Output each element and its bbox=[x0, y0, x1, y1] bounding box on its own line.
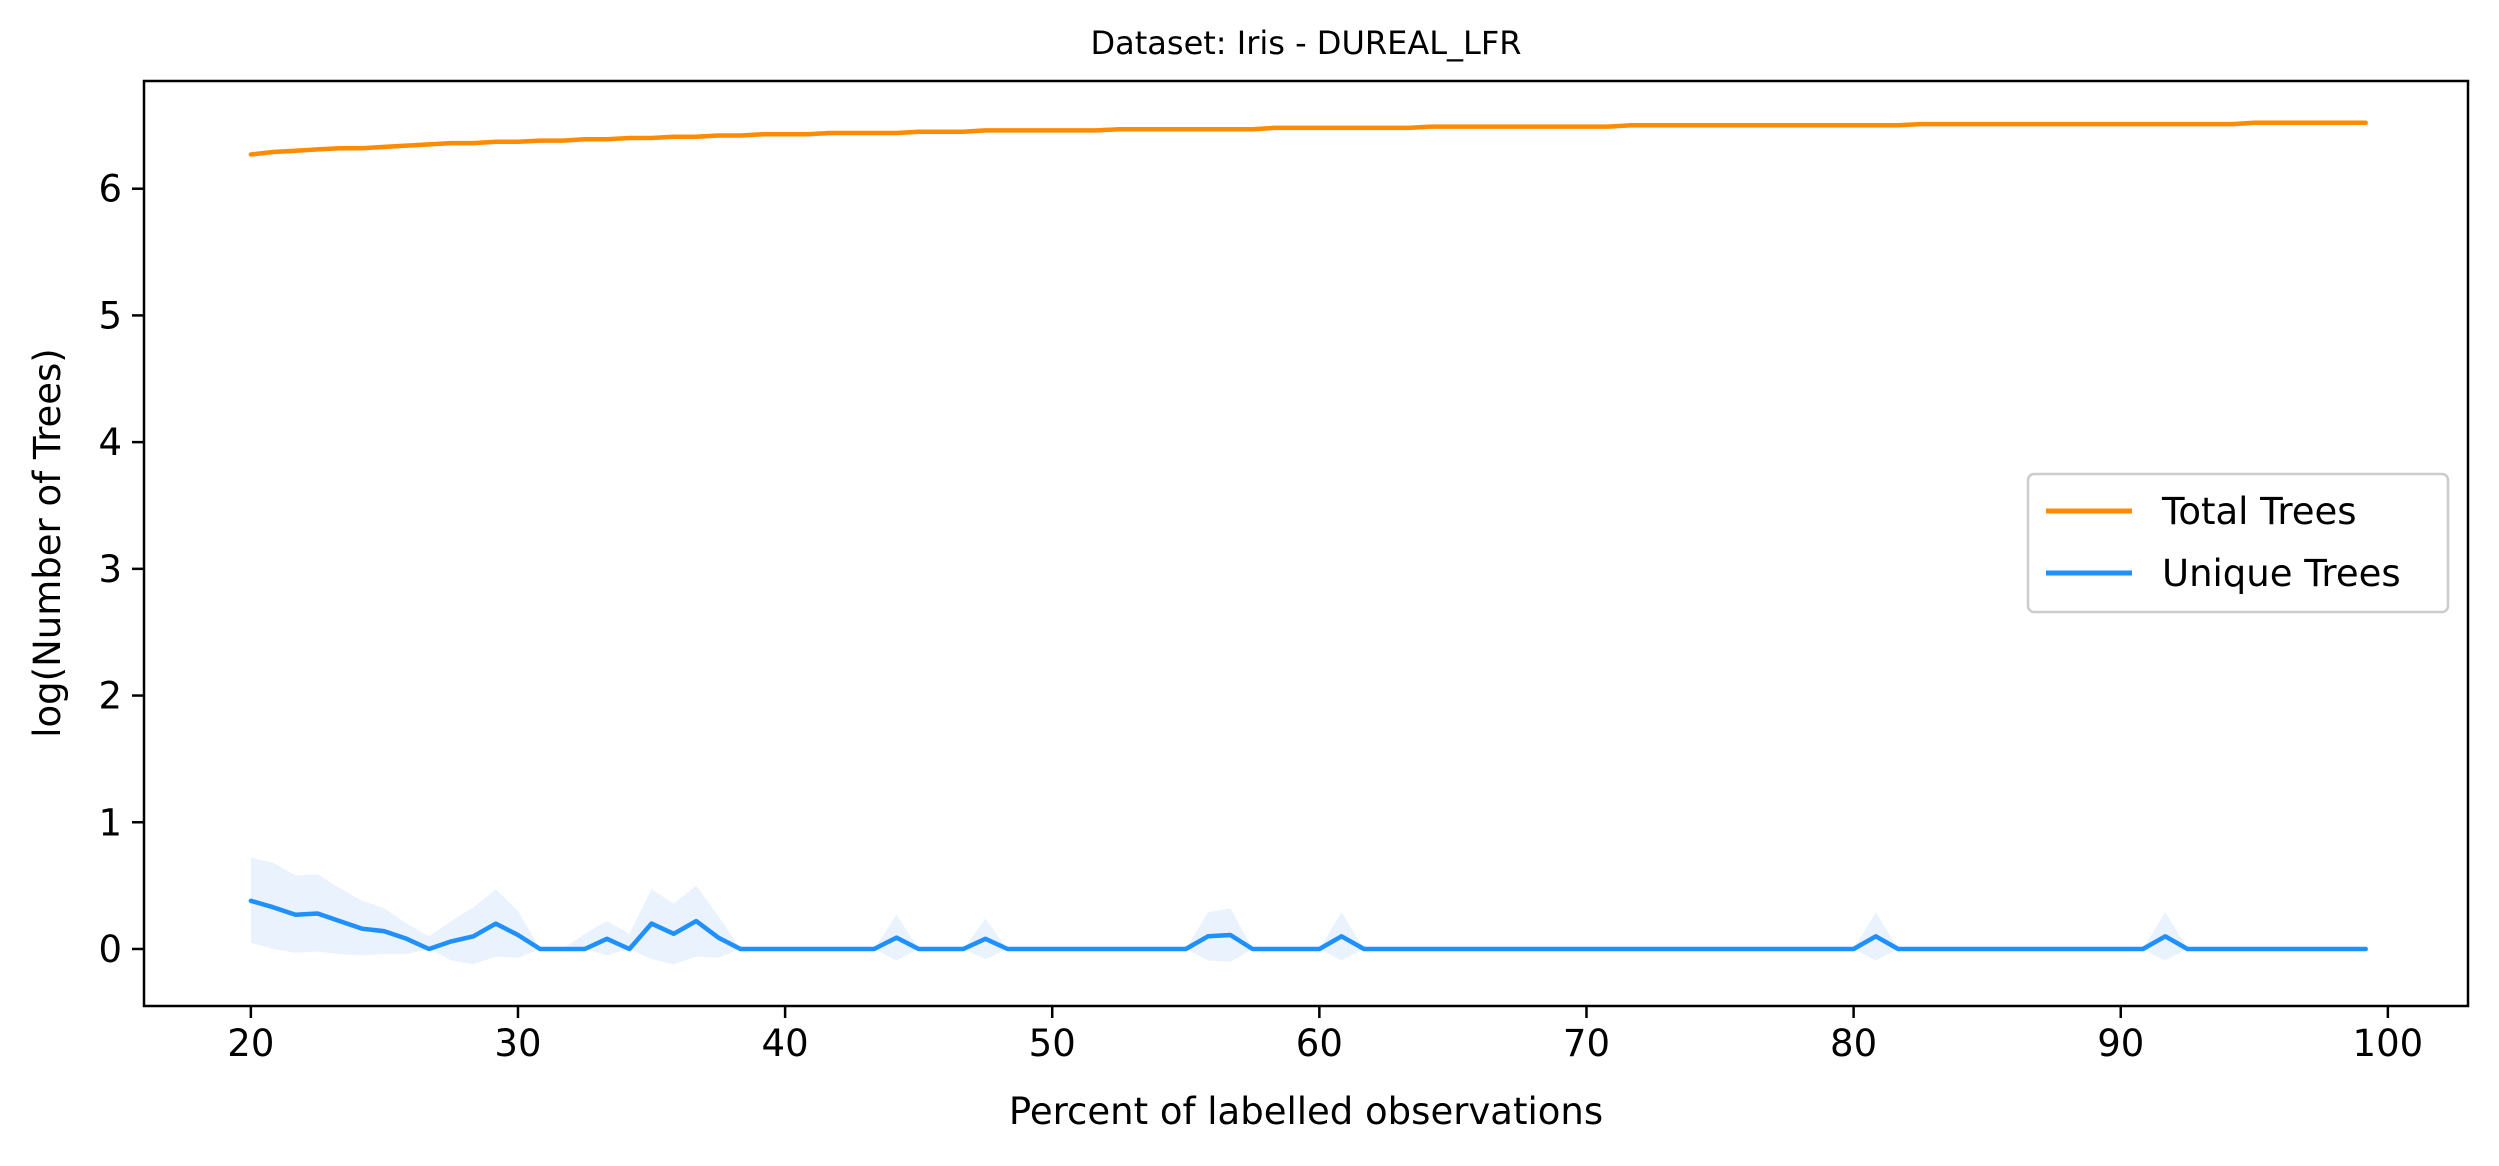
x-tick-label: 20 bbox=[227, 1022, 274, 1065]
x-tick-label: 50 bbox=[1029, 1022, 1076, 1065]
series-line-1 bbox=[248, 898, 2368, 952]
y-tick-label: 3 bbox=[98, 548, 122, 591]
chart-title: Dataset: Iris - DUREAL_LFR bbox=[1090, 24, 1521, 62]
y-tick-label: 5 bbox=[98, 294, 122, 337]
x-tick-label: 80 bbox=[1830, 1022, 1877, 1065]
y-tick-label: 0 bbox=[98, 928, 122, 971]
y-tick-label: 1 bbox=[98, 801, 122, 844]
plot-area-frame bbox=[142, 79, 2470, 1008]
x-tick-label: 100 bbox=[2353, 1022, 2424, 1065]
y-tick-label: 2 bbox=[98, 675, 122, 718]
x-tick-label: 30 bbox=[494, 1022, 541, 1065]
legend-label-unique-trees: Unique Trees bbox=[2162, 552, 2401, 595]
y-axis-label: log(Number of Trees) bbox=[26, 348, 69, 737]
x-tick-label: 90 bbox=[2097, 1022, 2144, 1065]
x-tick-label: 70 bbox=[1563, 1022, 1610, 1065]
legend-frame bbox=[2026, 472, 2450, 614]
y-axis: 0 1 2 3 4 5 6 bbox=[98, 168, 144, 971]
x-tick-label: 60 bbox=[1296, 1022, 1343, 1065]
series-band-1 bbox=[250, 857, 2366, 965]
legend-label-total-trees: Total Trees bbox=[2161, 490, 2357, 533]
x-tick-label: 40 bbox=[762, 1022, 809, 1065]
y-tick-label: 6 bbox=[98, 168, 122, 211]
series-layer bbox=[248, 120, 2368, 952]
x-axis-label: Percent of labelled observations bbox=[1009, 1090, 1603, 1133]
series-line-0 bbox=[248, 120, 2368, 157]
x-axis: 20 30 40 50 60 70 80 90 100 bbox=[227, 1006, 2423, 1065]
confidence-band-layer bbox=[250, 857, 2366, 965]
y-tick-label: 4 bbox=[98, 421, 122, 464]
legend: Total Trees Unique Trees bbox=[2026, 472, 2450, 614]
